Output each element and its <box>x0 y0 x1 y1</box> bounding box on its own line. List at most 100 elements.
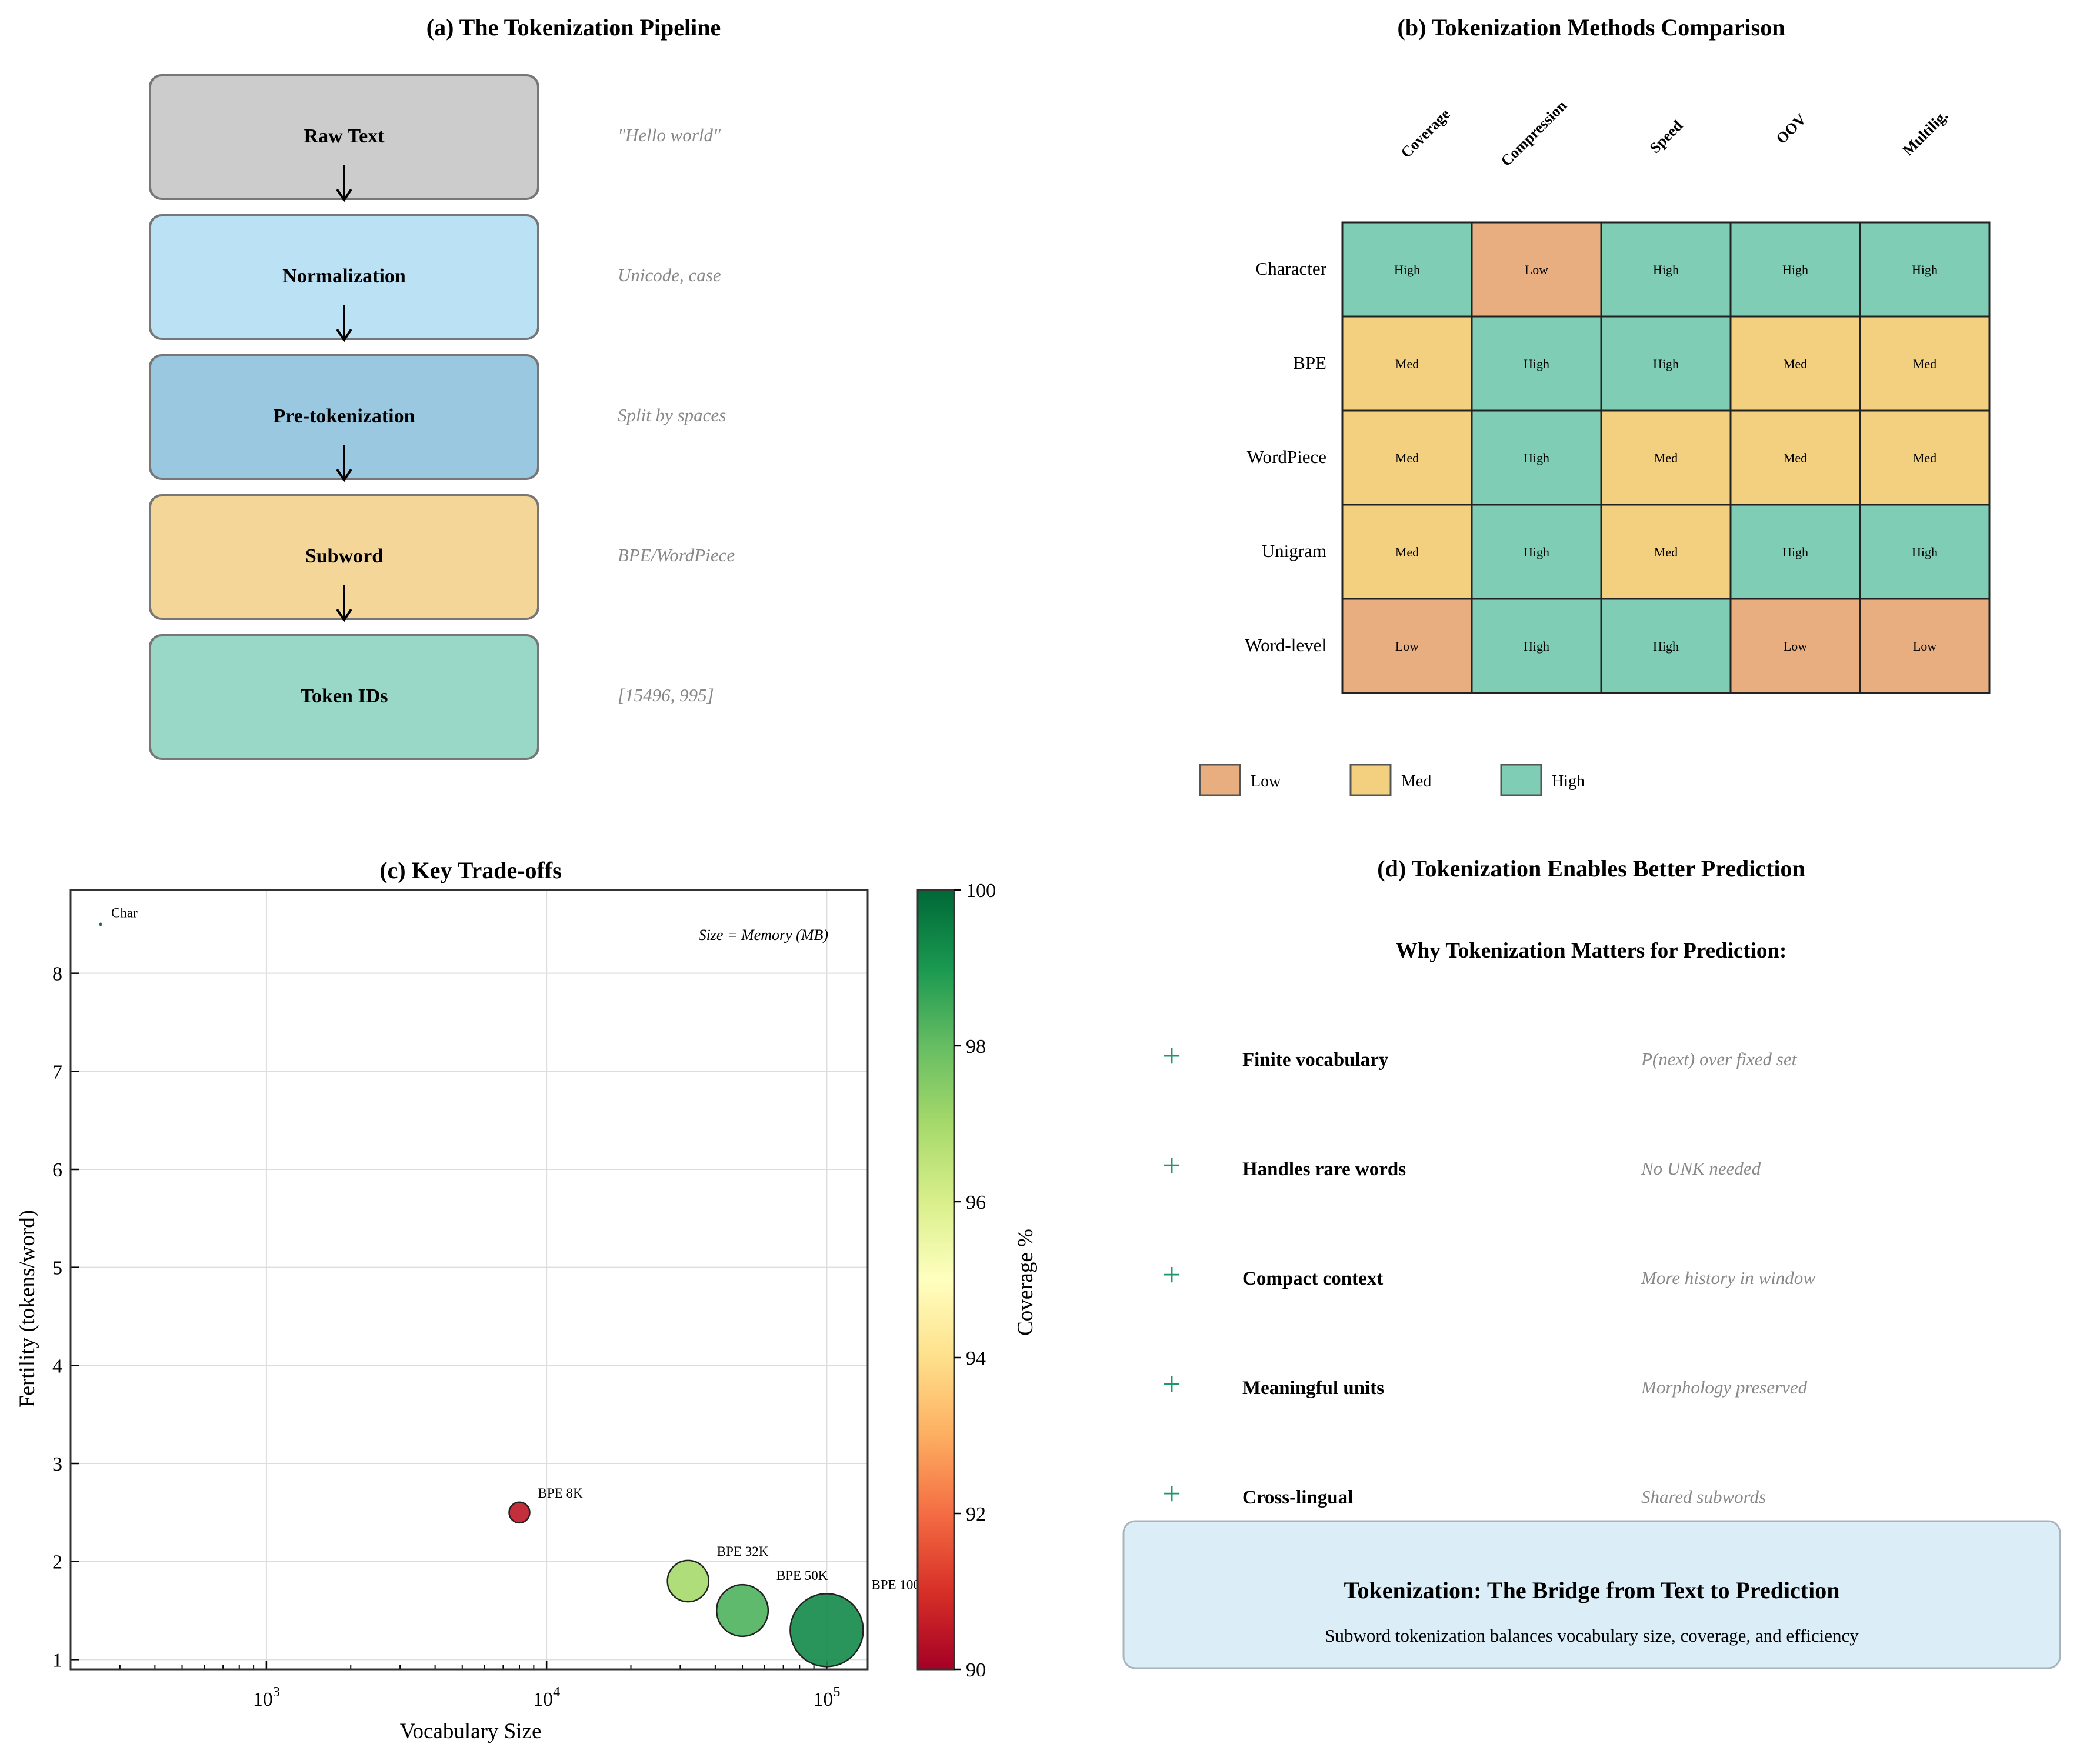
reason-note: Shared subwords <box>1641 1486 1766 1507</box>
matrix-cell <box>1859 409 1991 506</box>
reason-label: Finite vocabulary <box>1242 1049 1389 1071</box>
plus-icon: + <box>1162 1257 1181 1293</box>
down-arrow-icon <box>336 445 352 482</box>
pipeline-stage: Normalization Unicode, case <box>149 214 721 340</box>
colorbar <box>916 889 955 1671</box>
data-point <box>715 1583 769 1638</box>
summary-box: Tokenization: The Bridge from Text to Pr… <box>1122 1520 2061 1669</box>
legend-swatch-low <box>1199 764 1241 796</box>
matrix-cell <box>1600 221 1732 318</box>
stage-label: Subword <box>305 545 383 567</box>
y-tick-label: 1 <box>52 1649 62 1671</box>
matrix-cell-value: High <box>1782 262 1808 277</box>
matrix-cell <box>1471 504 1602 600</box>
plus-icon: + <box>1162 1476 1181 1512</box>
x-tick-label: 104 <box>533 1685 560 1711</box>
colorbar-tick-label: 92 <box>966 1503 986 1525</box>
matrix-cell-value: High <box>1524 356 1549 371</box>
matrix-cell-value: Med <box>1395 545 1419 559</box>
stage-label: Normalization <box>282 265 406 287</box>
matrix-cell-value: Med <box>1784 451 1807 465</box>
pipeline-stage: Raw Text "Hello world" <box>149 74 721 200</box>
reason-item: + Meaningful units Morphology preserved <box>1162 1366 1807 1403</box>
chart-title: (c) Key Trade-offs <box>379 857 562 883</box>
stage-example: "Hello world" <box>618 125 721 145</box>
chart-annotation: Size = Memory (MB) <box>699 926 828 943</box>
y-axis-label: Fertility (tokens/word) <box>15 1210 39 1408</box>
y-tick-label: 3 <box>52 1453 62 1475</box>
reason-item: + Finite vocabulary P(next) over fixed s… <box>1162 1038 1797 1075</box>
panel-d: (d) Tokenization Enables Better Predicti… <box>1122 855 2061 1669</box>
matrix-cell-value: Med <box>1913 451 1936 465</box>
reason-label: Handles rare words <box>1242 1159 1406 1180</box>
matrix-cell-value: High <box>1524 639 1549 654</box>
colorbar-label: Coverage % <box>1014 1229 1038 1336</box>
stage-example: BPE/WordPiece <box>618 545 735 565</box>
matrix-cell <box>1471 409 1602 506</box>
matrix-cell-value: High <box>1653 262 1679 277</box>
summary-title: Tokenization: The Bridge from Text to Pr… <box>1344 1577 1840 1603</box>
matrix-cell-value: Low <box>1913 639 1936 654</box>
data-point-label: Char <box>111 905 138 920</box>
colorbar-tick-label: 96 <box>966 1192 986 1213</box>
legend-label: Low <box>1251 772 1281 791</box>
matrix-cell <box>1859 598 1991 694</box>
down-arrow-icon <box>336 305 352 342</box>
summary-background <box>1122 1520 2061 1669</box>
matrix-cell-value: Med <box>1654 451 1678 465</box>
y-tick-label: 6 <box>52 1159 62 1181</box>
stage-box <box>149 634 539 760</box>
column-header: OOV <box>1773 111 1810 148</box>
data-point <box>508 1501 531 1524</box>
matrix-cell-value: Low <box>1525 262 1548 277</box>
colorbar-tick-label: 94 <box>966 1348 986 1369</box>
reason-label: Meaningful units <box>1242 1378 1384 1399</box>
stage-label: Pre-tokenization <box>273 405 415 427</box>
data-point-label: BPE 8K <box>538 1486 583 1501</box>
matrix-cell-value: Med <box>1784 356 1807 371</box>
pipeline-stage: Token IDs [15496, 995] <box>149 634 714 760</box>
reason-item: + Cross-lingual Shared subwords <box>1162 1476 1766 1512</box>
pipeline-stage: Subword BPE/WordPiece <box>149 494 735 620</box>
data-point <box>789 1593 864 1668</box>
reason-item: + Compact context More history in window <box>1162 1257 1815 1293</box>
stage-example: [15496, 995] <box>618 685 714 705</box>
x-tick-label: 103 <box>253 1685 280 1711</box>
stage-label: Raw Text <box>304 125 385 147</box>
row-labels: Character BPE WordPiece Unigram Word-lev… <box>1245 258 1326 655</box>
matrix-cell <box>1859 221 1991 318</box>
down-arrow-icon <box>336 165 352 202</box>
matrix-cell <box>1341 221 1473 318</box>
matrix-cell <box>1600 315 1732 412</box>
plus-icon: + <box>1162 1038 1181 1075</box>
stage-label: Token IDs <box>301 685 388 707</box>
row-label: WordPiece <box>1247 446 1326 467</box>
matrix-cell <box>1341 504 1473 600</box>
reason-note: P(next) over fixed set <box>1641 1049 1798 1069</box>
matrix-cell <box>1729 598 1861 694</box>
comparison-matrix: High Low High High High Med High High Med Med Med H… <box>1341 221 1991 694</box>
matrix-cell-value: High <box>1653 356 1679 371</box>
legend-label: High <box>1552 772 1585 791</box>
column-header: Compression <box>1498 97 1571 170</box>
legend-label: Med <box>1401 772 1431 791</box>
matrix-cell-value: High <box>1524 451 1549 465</box>
matrix-cell <box>1341 315 1473 412</box>
colorbar-tick-label: 90 <box>966 1659 986 1681</box>
column-header: Coverage <box>1398 105 1454 161</box>
y-tick-label: 2 <box>52 1552 62 1573</box>
data-point-label: BPE 50K <box>776 1568 828 1583</box>
y-tick-label: 7 <box>52 1061 62 1083</box>
y-tick-label: 4 <box>52 1355 62 1377</box>
y-tick-label: 5 <box>52 1258 62 1279</box>
matrix-cell <box>1341 409 1473 506</box>
matrix-cell-value: Med <box>1913 356 1936 371</box>
matrix-cell <box>1471 221 1602 318</box>
data-point <box>99 922 102 926</box>
matrix-cell-value: Med <box>1395 356 1419 371</box>
matrix-cell-value: Med <box>1395 451 1419 465</box>
legend-swatch-med <box>1349 764 1392 796</box>
panel-b: (b) Tokenization Methods Comparison Cove… <box>1199 14 1991 796</box>
column-header: Multilig. <box>1899 107 1951 159</box>
